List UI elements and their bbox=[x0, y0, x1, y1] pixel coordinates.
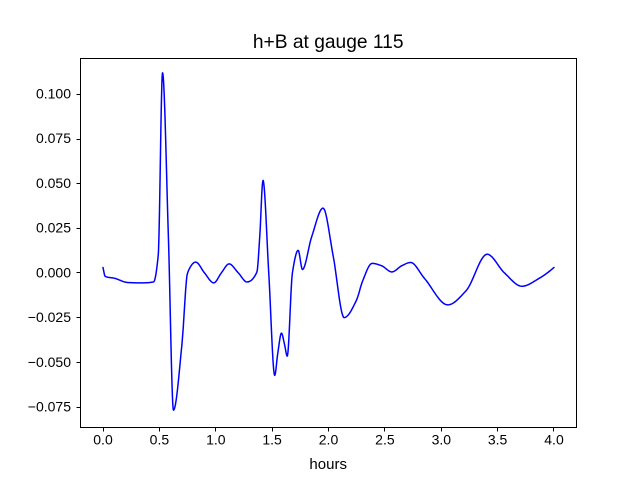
svg-text:hours: hours bbox=[309, 456, 347, 473]
svg-text:0.0: 0.0 bbox=[93, 432, 113, 448]
svg-text:0.100: 0.100 bbox=[36, 86, 71, 102]
svg-text:3.0: 3.0 bbox=[432, 432, 452, 448]
svg-text:3.5: 3.5 bbox=[488, 432, 508, 448]
svg-text:4.0: 4.0 bbox=[544, 432, 564, 448]
svg-text:2.5: 2.5 bbox=[375, 432, 395, 448]
svg-text:0.5: 0.5 bbox=[150, 432, 170, 448]
svg-text:−0.075: −0.075 bbox=[28, 399, 71, 415]
svg-text:0.025: 0.025 bbox=[36, 220, 71, 236]
svg-text:0.075: 0.075 bbox=[36, 130, 71, 146]
svg-text:h+B at gauge 115: h+B at gauge 115 bbox=[253, 32, 404, 53]
svg-text:1.0: 1.0 bbox=[206, 432, 226, 448]
svg-text:0.050: 0.050 bbox=[36, 175, 71, 191]
svg-text:2.0: 2.0 bbox=[319, 432, 339, 448]
svg-text:−0.025: −0.025 bbox=[28, 309, 71, 325]
svg-text:−0.050: −0.050 bbox=[28, 354, 71, 370]
svg-text:1.5: 1.5 bbox=[262, 432, 282, 448]
svg-text:0.000: 0.000 bbox=[36, 264, 71, 280]
